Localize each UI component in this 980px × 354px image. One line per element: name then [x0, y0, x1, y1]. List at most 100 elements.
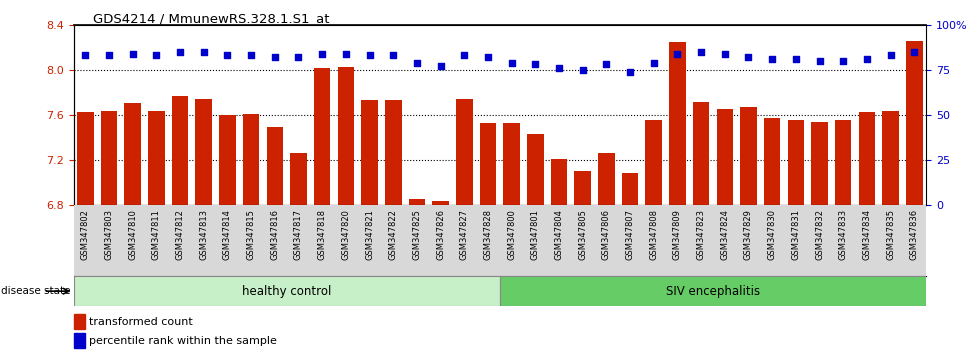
Bar	[740, 107, 757, 205]
Bar	[763, 119, 780, 205]
Bar	[385, 101, 402, 205]
Text: GSM347827: GSM347827	[460, 209, 468, 260]
Text: GSM347820: GSM347820	[341, 209, 351, 260]
Point	[551, 65, 566, 71]
Point	[338, 51, 354, 57]
Point	[527, 62, 543, 67]
Text: GSM347825: GSM347825	[413, 209, 421, 260]
Text: GSM347823: GSM347823	[697, 209, 706, 260]
Point	[575, 67, 591, 73]
Point	[385, 53, 401, 58]
Bar	[74, 333, 84, 348]
Text: transformed count: transformed count	[89, 316, 193, 327]
Point	[622, 69, 638, 75]
Text: GSM347822: GSM347822	[389, 209, 398, 260]
Text: GSM347821: GSM347821	[365, 209, 374, 260]
Bar	[243, 114, 260, 205]
Text: healthy control: healthy control	[242, 285, 331, 298]
Point	[717, 51, 733, 57]
Point	[480, 55, 496, 60]
Bar	[835, 120, 852, 205]
Point	[859, 56, 875, 62]
Text: GSM347813: GSM347813	[199, 209, 209, 260]
Bar	[101, 110, 118, 205]
Bar	[811, 122, 828, 205]
Bar	[646, 120, 662, 205]
Text: GSM347835: GSM347835	[886, 209, 895, 260]
Bar	[551, 159, 567, 205]
Bar	[195, 99, 212, 205]
Text: GSM347807: GSM347807	[625, 209, 635, 260]
Bar	[124, 103, 141, 205]
Text: GSM347801: GSM347801	[531, 209, 540, 260]
Text: GSM347824: GSM347824	[720, 209, 729, 260]
Bar	[409, 199, 425, 205]
Text: GSM347811: GSM347811	[152, 209, 161, 260]
Bar	[858, 112, 875, 205]
Bar	[504, 123, 520, 205]
Text: GSM347817: GSM347817	[294, 209, 303, 260]
Text: GSM347828: GSM347828	[483, 209, 493, 260]
Text: GSM347818: GSM347818	[318, 209, 326, 260]
Bar	[220, 115, 236, 205]
Text: SIV encephalitis: SIV encephalitis	[665, 285, 760, 298]
Text: GSM347809: GSM347809	[673, 209, 682, 260]
Point	[599, 62, 614, 67]
Point	[433, 63, 449, 69]
Bar	[882, 110, 899, 205]
Point	[646, 60, 662, 65]
Point	[172, 49, 188, 55]
Text: GDS4214 / MmunewRS.328.1.S1_at: GDS4214 / MmunewRS.328.1.S1_at	[93, 12, 329, 25]
Text: GSM347826: GSM347826	[436, 209, 445, 260]
Bar	[527, 134, 544, 205]
Bar	[77, 112, 94, 205]
Point	[788, 56, 804, 62]
Point	[409, 60, 424, 65]
Text: GSM347802: GSM347802	[80, 209, 90, 260]
Point	[149, 53, 165, 58]
Bar	[432, 201, 449, 205]
Point	[291, 55, 307, 60]
Text: GSM347803: GSM347803	[105, 209, 114, 260]
Point	[504, 60, 519, 65]
Bar	[148, 110, 165, 205]
Bar	[456, 99, 472, 205]
Bar	[598, 153, 614, 205]
Text: GSM347808: GSM347808	[649, 209, 659, 260]
Text: GSM347810: GSM347810	[128, 209, 137, 260]
Text: GSM347831: GSM347831	[791, 209, 801, 260]
Text: GSM347832: GSM347832	[815, 209, 824, 260]
Text: GSM347830: GSM347830	[767, 209, 777, 260]
Point	[101, 53, 117, 58]
Text: disease state: disease state	[1, 286, 71, 296]
Text: GSM347806: GSM347806	[602, 209, 611, 260]
Point	[196, 49, 212, 55]
Bar	[716, 109, 733, 205]
Point	[77, 53, 93, 58]
Text: GSM347814: GSM347814	[222, 209, 232, 260]
Text: GSM347833: GSM347833	[839, 209, 848, 260]
Point	[693, 49, 709, 55]
Bar	[479, 123, 496, 205]
Bar	[267, 127, 283, 205]
Bar	[74, 314, 84, 329]
Bar	[500, 276, 926, 306]
Point	[220, 53, 235, 58]
Point	[741, 55, 757, 60]
Bar	[362, 101, 378, 205]
Point	[764, 56, 780, 62]
Point	[457, 53, 472, 58]
Point	[835, 58, 851, 64]
Text: GSM347805: GSM347805	[578, 209, 587, 260]
Text: GSM347812: GSM347812	[175, 209, 184, 260]
Bar	[621, 173, 638, 205]
Point	[362, 53, 377, 58]
Point	[669, 51, 685, 57]
Point	[811, 58, 827, 64]
Point	[243, 53, 259, 58]
Bar	[172, 96, 188, 205]
Point	[124, 51, 140, 57]
Bar	[693, 102, 710, 205]
Bar	[314, 68, 330, 205]
Text: percentile rank within the sample: percentile rank within the sample	[89, 336, 276, 346]
